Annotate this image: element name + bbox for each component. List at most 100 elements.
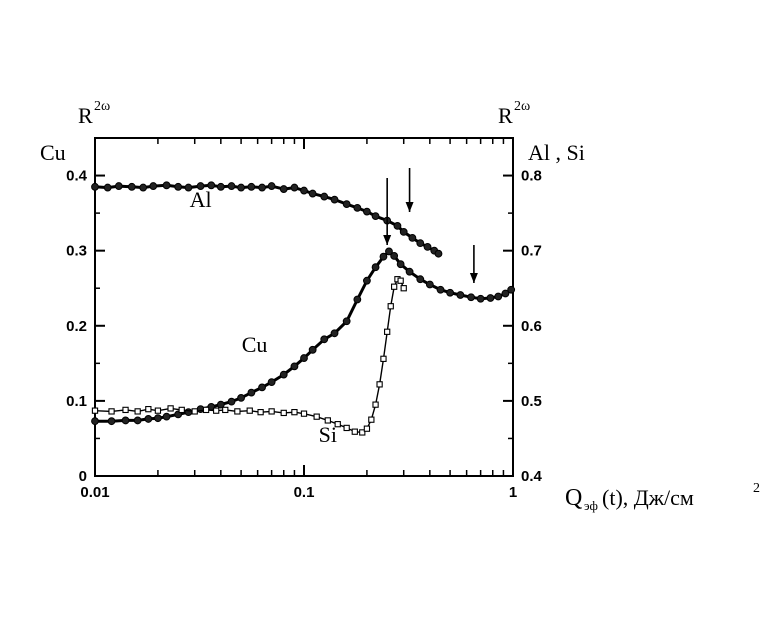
data-point-si <box>167 405 174 412</box>
data-point-cu <box>144 415 153 423</box>
data-point-al <box>300 186 308 195</box>
left-axis-title-sub: Cu <box>40 140 66 165</box>
right-axis-title-sub: Al , Si <box>528 140 585 165</box>
data-point-al <box>227 182 236 190</box>
data-point-al <box>330 195 339 204</box>
data-point-cu <box>353 295 362 304</box>
data-point-si <box>397 277 404 284</box>
data-point-si <box>134 408 141 415</box>
data-point-cu <box>456 291 465 299</box>
y-right-tick-label: 0.8 <box>521 168 542 185</box>
y-right-tick-label: 0.6 <box>521 318 542 335</box>
data-point-al <box>342 200 351 208</box>
data-point-si <box>145 406 152 413</box>
data-point-cu <box>330 329 339 338</box>
data-point-si <box>334 421 341 428</box>
data-point-al <box>363 207 371 216</box>
plot-layer: 0.01 0.1 1 0 0.1 0.2 0.3 0.4 0.4 0.5 0.6 0.7 0.8 Al Cu… <box>66 137 543 501</box>
data-point-si <box>268 408 275 415</box>
data-point-al <box>149 182 158 190</box>
y-right-tick-label: 0.5 <box>521 393 542 410</box>
data-point-al <box>216 182 225 191</box>
data-point-cu <box>405 267 414 276</box>
data-point-cu <box>300 354 308 362</box>
data-point-cu <box>486 294 495 302</box>
x-axis-title-sup: 2 <box>753 481 760 496</box>
x-tick-label: 0.01 <box>80 484 109 501</box>
data-point-cu <box>436 285 445 294</box>
data-point-al <box>114 182 123 190</box>
data-point-si <box>222 406 229 414</box>
data-point-si <box>234 408 241 415</box>
data-point-cu <box>258 383 266 392</box>
series-line-cu <box>95 249 513 423</box>
data-point-si <box>154 407 162 414</box>
x-tick-label: 0.1 <box>294 484 315 501</box>
data-point-cu <box>227 397 236 406</box>
arrow-head-icon <box>469 273 478 283</box>
data-point-al <box>353 203 362 212</box>
data-point-al <box>207 181 216 190</box>
left-axis-title-main: R <box>78 103 93 128</box>
data-point-al <box>393 221 402 230</box>
data-point-cu <box>216 400 225 409</box>
data-point-cu <box>342 317 351 326</box>
data-point-al <box>162 181 171 190</box>
data-point-si <box>400 285 407 292</box>
data-point-si <box>291 409 298 416</box>
left-axis-title-sup: 2ω <box>94 99 110 114</box>
data-point-si <box>257 409 264 416</box>
data-point-si <box>351 428 358 435</box>
x-axis-title-main: Q <box>565 485 582 511</box>
x-tick-label: 1 <box>509 484 517 501</box>
y-right-tick-label: 0.7 <box>521 243 542 260</box>
data-point-cu <box>390 252 399 260</box>
data-point-cu <box>501 289 510 298</box>
data-point-al <box>408 233 417 242</box>
data-point-si <box>122 406 129 414</box>
data-point-al <box>258 183 266 192</box>
curve-label-si: Si <box>319 422 337 447</box>
y-left-tick-label: 0 <box>79 468 87 485</box>
data-point-cu <box>379 252 388 261</box>
data-point-si <box>91 407 99 414</box>
data-point-cu <box>396 260 405 269</box>
data-point-cu <box>162 412 171 421</box>
data-point-si <box>343 424 350 432</box>
data-point-al <box>127 182 136 191</box>
data-point-al <box>184 183 193 192</box>
data-point-si <box>202 406 210 414</box>
data-point-si <box>313 413 320 420</box>
data-point-si <box>372 401 379 408</box>
curve-label-al: Al <box>190 187 212 212</box>
data-point-cu <box>371 263 380 272</box>
right-axis-title-main: R <box>498 103 513 128</box>
data-point-si <box>178 406 185 414</box>
data-point-al <box>434 249 443 258</box>
data-point-si <box>380 355 387 362</box>
data-point-cu <box>308 345 317 354</box>
data-point-al <box>371 212 380 221</box>
data-point-cu <box>121 416 130 425</box>
data-point-al <box>174 182 183 191</box>
data-point-cu <box>363 276 371 285</box>
data-point-cu <box>416 275 425 284</box>
data-point-cu <box>476 294 485 303</box>
data-point-al <box>267 182 276 190</box>
data-point-si <box>368 416 375 423</box>
data-point-al <box>279 185 288 193</box>
data-point-cu <box>91 417 99 426</box>
data-point-cu <box>507 285 516 294</box>
data-point-cu <box>279 370 288 379</box>
right-axis-title-sup: 2ω <box>514 99 530 114</box>
data-point-cu <box>107 417 116 426</box>
arrow-head-icon <box>405 202 414 212</box>
data-point-cu <box>247 388 256 397</box>
curve-label-cu: Cu <box>242 332 268 357</box>
data-point-al <box>91 182 99 191</box>
y-left-tick-label: 0.4 <box>66 168 88 185</box>
data-point-si <box>280 409 287 417</box>
data-point-cu <box>467 293 475 302</box>
data-point-cu <box>290 362 299 371</box>
data-point-al <box>399 227 408 236</box>
